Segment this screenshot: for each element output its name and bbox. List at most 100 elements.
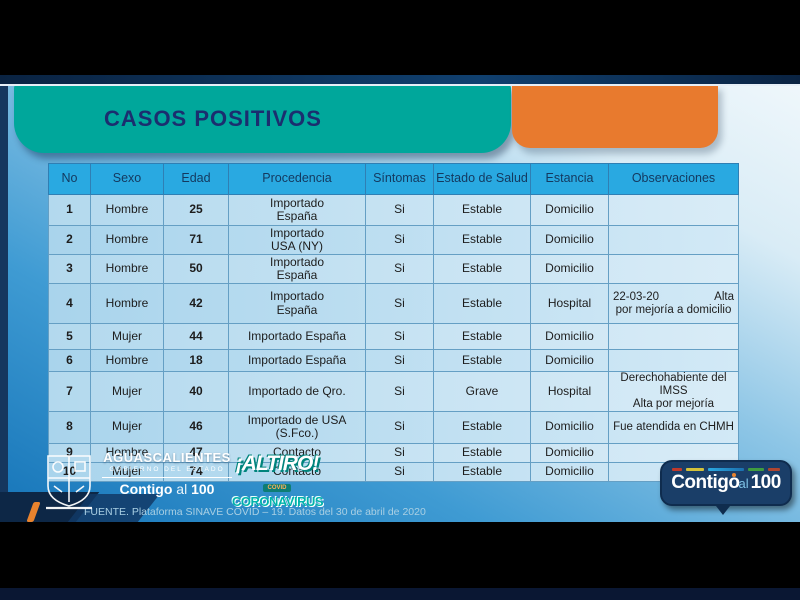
table-row: 7 Mujer 40 Importado de Qro. Si Grave Hospital… — [48, 371, 739, 412]
altiro-coronavirus-text: CORONAVIRUS — [232, 494, 324, 509]
table-cell: Si — [365, 410, 434, 444]
table-cell: 3 — [48, 254, 91, 284]
table-cell: Hospital — [530, 371, 609, 412]
source-footer: FUENTE. Plataforma SINAVE COVID – 19. Da… — [84, 506, 426, 518]
table-cell: Domicilio — [530, 254, 609, 284]
table-cell: Si — [365, 254, 434, 284]
badge-100: 100 — [750, 472, 782, 493]
cases-table: No Sexo Edad Procedencia Síntomas Estado de S… — [48, 163, 739, 482]
badge-wordmark: Contigoal 100 — [662, 472, 790, 494]
column-header: Observaciones — [608, 163, 739, 195]
table-cell: Mujer — [90, 410, 164, 444]
table-row: 10 Mujer 74 Contacto Si Estable Domicilio — [48, 461, 739, 482]
column-header: Estado de Salud — [433, 163, 531, 195]
table-cell: Hombre — [90, 194, 164, 226]
slogan-contigo: Contigo — [119, 481, 173, 497]
table-cell: Domicilio — [530, 349, 609, 372]
table-cell: Estable — [433, 225, 531, 255]
table-cell: Mujer — [90, 461, 164, 482]
table-cell: Estable — [433, 254, 531, 284]
table-cell: 2 — [48, 225, 91, 255]
table-row: 6 Hombre 18 Importado España Si Estable Domici… — [48, 349, 739, 372]
table-cell: Mujer — [90, 371, 164, 412]
table-cell: 46 — [163, 410, 229, 444]
aguascalientes-crest-icon — [46, 455, 92, 510]
badge-speech-tail — [716, 506, 730, 515]
table-cell: 6 — [48, 349, 91, 372]
table-cell: Si — [365, 349, 434, 372]
state-name: AGUASCALIENTES — [103, 450, 231, 465]
table-cell: 42 — [163, 283, 229, 324]
table-cell: Domicilio — [530, 442, 609, 463]
table-cell: 25 — [163, 194, 229, 226]
badge-al: al — [738, 476, 749, 491]
table-cell: Fue atendida en CHMH — [608, 410, 739, 444]
table-cell: Estable — [433, 410, 531, 444]
table-cell: 50 — [163, 254, 229, 284]
table-cell: Domicilio — [530, 410, 609, 444]
table-cell: Importado España — [228, 254, 366, 284]
table-cell — [608, 349, 739, 372]
slogan-100: 100 — [191, 481, 215, 497]
column-header: Síntomas — [365, 163, 434, 195]
contigo-al-100-badge: Contigoal 100 — [660, 460, 792, 515]
table-cell — [608, 194, 739, 226]
table-row: 8 Mujer 46 Importado de USA (S.Fco.) Si Establ… — [48, 410, 739, 444]
column-header: Sexo — [90, 163, 164, 195]
table-cell: Si — [365, 194, 434, 226]
bottom-navy-strip — [0, 588, 800, 600]
badge-contigo: Contigo — [671, 472, 740, 493]
government-logo-text: AGUASCALIENTES GOBIERNO DEL ESTADO Conti… — [102, 450, 232, 497]
table-cell: 44 — [163, 323, 229, 350]
table-cell: Derechohabiente del IMSS Alta por mejoría — [608, 371, 739, 412]
table-row: 4 Hombre 42 Importado España Si Estable Hospita… — [48, 283, 739, 324]
table-row: 1 Hombre 25 Importado España Si Estable Domicil… — [48, 194, 739, 226]
table-cell: Hombre — [90, 283, 164, 324]
table-cell: Estable — [433, 194, 531, 226]
orange-accent-plate — [512, 84, 718, 148]
table-cell: Domicilio — [530, 194, 609, 226]
table-row: 5 Mujer 44 Importado España Si Estable Domicil… — [48, 323, 739, 350]
altiro-covid-chip: COVID — [263, 484, 291, 492]
table-cell: Importado de Qro. — [228, 371, 366, 412]
slogan-al: al — [176, 481, 188, 497]
table-cell — [608, 323, 739, 350]
table-header-row: No Sexo Edad Procedencia Síntomas Estado de S… — [48, 163, 739, 195]
table-cell: 8 — [48, 410, 91, 444]
table-cell: 18 — [163, 349, 229, 372]
table-cell — [608, 225, 739, 255]
government-logo: AGUASCALIENTES GOBIERNO DEL ESTADO Conti… — [44, 450, 232, 510]
table-row: 3 Hombre 50 Importado España Si Estable Domicil… — [48, 254, 739, 284]
title-plate: CASOS POSITIVOS — [14, 84, 511, 153]
table-cell — [608, 254, 739, 284]
table-cell: Contacto — [228, 461, 366, 482]
table-cell: Mujer — [90, 323, 164, 350]
table-cell: Importado España — [228, 194, 366, 226]
table-cell: Hombre — [90, 442, 164, 463]
table-cell: Importado de USA (S.Fco.) — [228, 410, 366, 444]
column-header: Procedencia — [228, 163, 366, 195]
table-cell: Si — [365, 442, 434, 463]
table-cell: Importado España — [228, 349, 366, 372]
table-cell: Estable — [433, 349, 531, 372]
page-title: CASOS POSITIVOS — [104, 105, 322, 131]
table-row: 2 Hombre 71 Importado USA (NY) Si Estable Domic… — [48, 225, 739, 255]
table-cell: 71 — [163, 225, 229, 255]
table-cell: Domicilio — [530, 225, 609, 255]
table-cell: Domicilio — [530, 461, 609, 482]
table-cell: 1 — [48, 194, 91, 226]
altiro-coronavirus-logo: ¡ALTIRO! COVID CORONAVIRUS — [232, 452, 324, 509]
bottom-letterbox — [0, 522, 800, 600]
left-edge-strip — [0, 84, 8, 522]
table-cell: Si — [365, 225, 434, 255]
table-cell: 7 — [48, 371, 91, 412]
top-divider-bar — [0, 75, 800, 86]
table-cell: Si — [365, 283, 434, 324]
state-subtitle: GOBIERNO DEL ESTADO — [109, 466, 225, 473]
table-cell: Grave — [433, 371, 531, 412]
table-cell: Si — [365, 371, 434, 412]
table-cell: Domicilio — [530, 323, 609, 350]
column-header: Edad — [163, 163, 229, 195]
table-cell: Si — [365, 461, 434, 482]
table-cell: Hombre — [90, 349, 164, 372]
